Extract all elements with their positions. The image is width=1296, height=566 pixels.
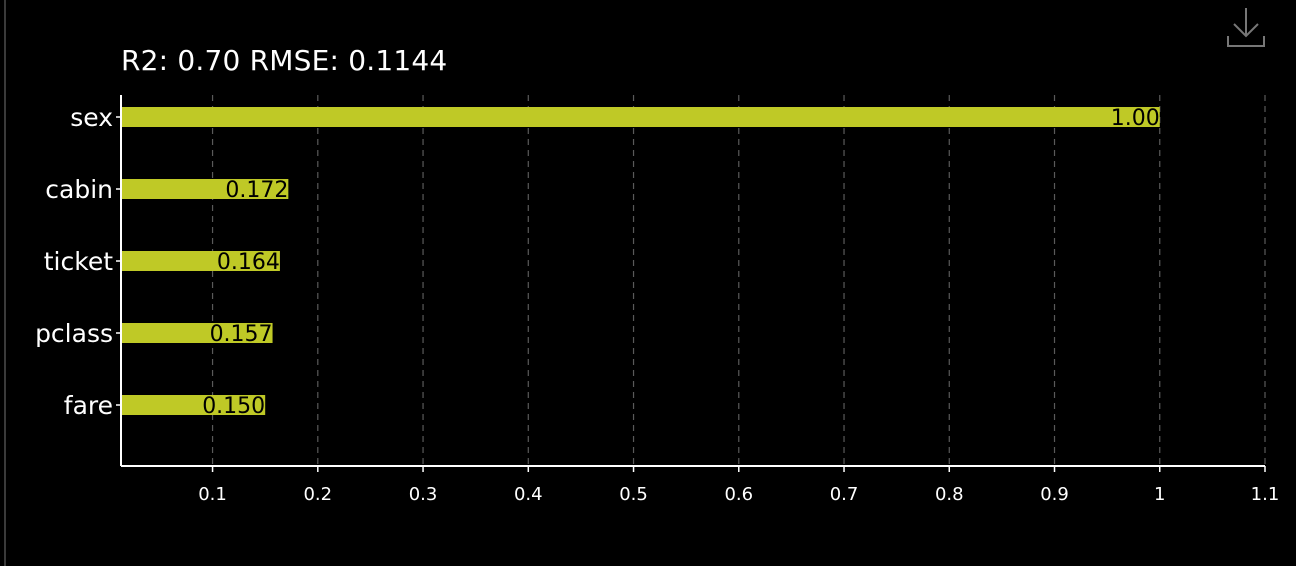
axes [116,95,1266,472]
x-tick-label: 0.4 [514,484,543,505]
x-tick-label: 0.6 [724,484,753,505]
bars [121,107,1160,415]
x-tick-label: 0.8 [935,484,964,505]
bar-ticket [121,251,280,271]
x-tick-label: 0.5 [619,484,648,505]
category-label-pclass: pclass [35,319,113,348]
category-label-cabin: cabin [45,175,113,204]
x-tick-label: 1 [1154,484,1165,505]
data-label-pclass: 0.157 [210,322,273,347]
data-label-cabin: 0.172 [225,178,288,203]
data-label-sex: 1.00 [1111,106,1160,131]
x-tick-label: 0.7 [830,484,859,505]
data-label-ticket: 0.164 [217,250,280,275]
category-label-ticket: ticket [44,247,113,276]
x-tick-label: 0.9 [1040,484,1069,505]
download-icon [1227,8,1265,47]
data-label-fare: 0.150 [202,394,265,419]
download-button[interactable] [1226,6,1268,50]
bar-fare [121,395,266,415]
x-tick-label: 1.1 [1251,484,1280,505]
x-tick-label: 0.3 [409,484,438,505]
x-tick-label: 0.2 [303,484,332,505]
chart-title: R2: 0.70 RMSE: 0.1144 [121,44,448,77]
category-label-fare: fare [64,391,113,420]
labels: 0.1 0.2 0.3 0.4 0.5 0.6 0.7 0.8 0.9 1 1.1 sex 1.00 ca… [35,103,1279,505]
bar-pclass [121,323,273,343]
bar-sex [121,107,1160,127]
left-edge-divider [4,0,6,566]
grid-lines [211,95,1266,466]
bar-cabin [121,179,289,199]
x-tick-label: 0.1 [198,484,227,505]
category-label-sex: sex [70,103,113,132]
